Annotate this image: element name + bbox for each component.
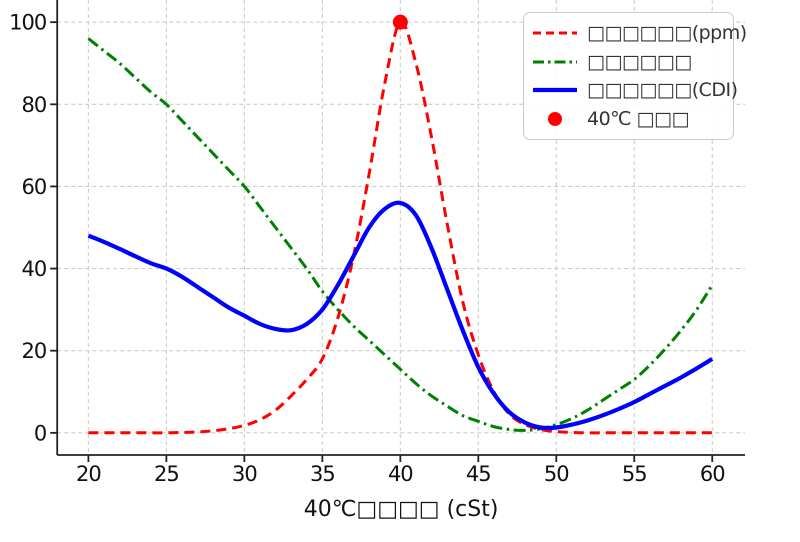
y-tick-label: 0 xyxy=(34,421,46,445)
series-line-2 xyxy=(87,200,714,431)
legend-line-sample-dashed xyxy=(533,31,577,35)
legend-item-2: □□□□□□(CDI) xyxy=(532,76,738,104)
x-tick-label: 50 xyxy=(544,462,569,486)
x-tick-label: 55 xyxy=(622,462,647,486)
legend-line-sample-solid xyxy=(533,88,577,93)
y-tick-label: 80 xyxy=(21,93,46,117)
legend-label-3: 40℃ □□□ xyxy=(587,107,689,130)
x-tick-label: 40 xyxy=(388,462,413,486)
y-tick-label: 100 xyxy=(9,11,46,35)
x-tick-label: 30 xyxy=(232,462,257,486)
series-line-1 xyxy=(87,37,714,432)
legend-item-0: □□□□□□(ppm) xyxy=(532,19,747,47)
x-tick-label: 20 xyxy=(76,462,101,486)
x-tick-label: 35 xyxy=(310,462,335,486)
legend-label-2: □□□□□□(CDI) xyxy=(587,79,738,102)
x-tick-label: 45 xyxy=(466,462,491,486)
y-tick-label: 20 xyxy=(21,339,46,363)
legend-dot xyxy=(548,111,562,126)
x-axis-label: 40℃□□□□ (cSt) xyxy=(304,497,499,522)
x-tick-label: 25 xyxy=(154,462,179,486)
legend-line-sample-dashdot xyxy=(533,60,577,64)
peak-marker-dot xyxy=(392,14,408,30)
y-tick-label: 40 xyxy=(21,257,46,281)
y-tick-label: 60 xyxy=(21,175,46,199)
legend-marker-sample-dot xyxy=(548,111,562,126)
x-tick-label: 60 xyxy=(700,462,725,486)
legend-label-0: □□□□□□(ppm) xyxy=(587,22,747,45)
legend: □□□□□□(ppm) □□□□□□ □□□□□□(CDI) 40℃ □□□ xyxy=(523,12,747,140)
legend-item-3: 40℃ □□□ xyxy=(532,105,725,133)
legend-item-1: □□□□□□ xyxy=(532,48,725,76)
legend-label-1: □□□□□□ xyxy=(587,50,692,73)
